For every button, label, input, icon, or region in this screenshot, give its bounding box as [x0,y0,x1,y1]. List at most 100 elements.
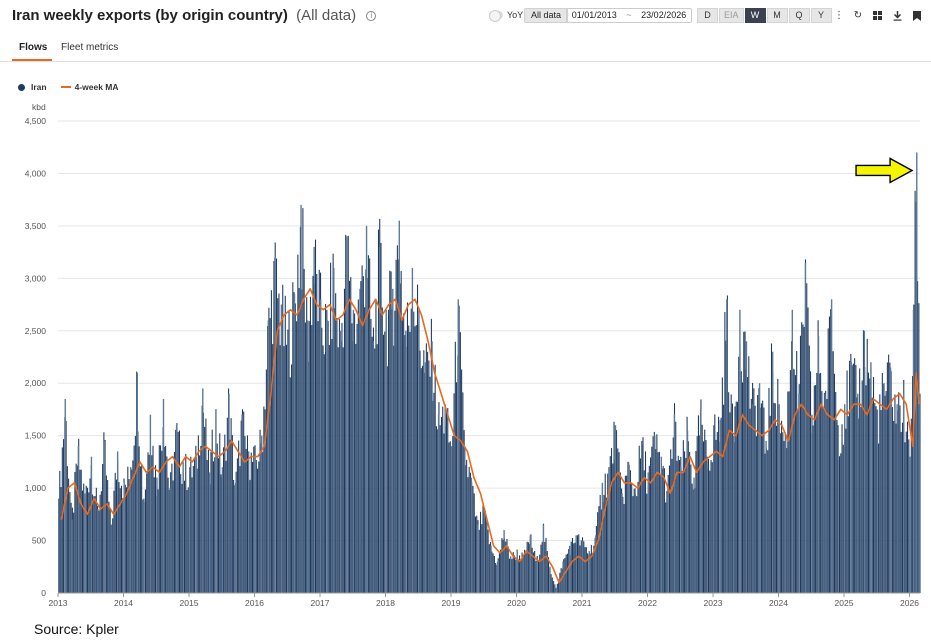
bar[interactable] [469,472,471,593]
bar[interactable] [88,492,90,593]
bar[interactable] [762,400,764,593]
bar[interactable] [779,433,781,593]
bar[interactable] [316,273,318,593]
bar[interactable] [422,365,424,593]
bar[interactable] [775,425,778,593]
bar[interactable] [690,464,692,593]
bar[interactable] [68,478,70,593]
bar[interactable] [452,435,454,593]
bar[interactable] [716,431,718,593]
bar[interactable] [89,478,91,593]
bar-spike[interactable] [745,341,748,593]
bar[interactable] [895,423,897,593]
bar[interactable] [730,394,732,593]
bar[interactable] [812,425,814,593]
bar[interactable] [190,456,192,593]
bar[interactable] [729,412,731,593]
bar[interactable] [216,443,218,593]
bar[interactable] [796,351,798,593]
bar[interactable] [643,470,645,593]
refresh-icon[interactable]: ↻ [853,10,863,21]
bar[interactable] [827,328,829,593]
bar[interactable] [360,281,362,593]
bar[interactable] [705,440,707,593]
bar-spike[interactable] [739,309,741,593]
bar[interactable] [802,324,804,593]
bar[interactable] [861,380,863,593]
bar[interactable] [593,545,595,593]
bar-spike[interactable] [902,393,905,593]
bar[interactable] [244,436,246,593]
bar-spike[interactable] [169,488,171,593]
bar[interactable] [303,268,305,593]
bar[interactable] [284,295,286,593]
bar[interactable] [633,488,635,593]
bar[interactable] [448,442,450,593]
bar[interactable] [847,416,849,593]
bar-spike[interactable] [758,383,761,593]
bar-spike[interactable] [595,535,597,593]
bar[interactable] [226,417,228,593]
bar[interactable] [95,487,97,593]
bar[interactable] [803,326,805,593]
bar-spike[interactable] [785,435,787,593]
bar[interactable] [512,552,514,593]
bar[interactable] [185,453,187,593]
bar[interactable] [787,391,789,593]
bar-spike[interactable] [149,414,152,593]
bar[interactable] [642,437,644,593]
bar-spike[interactable] [208,472,211,593]
bar-spike[interactable] [798,393,800,593]
bar[interactable] [500,549,502,593]
bar[interactable] [246,435,249,593]
bar[interactable] [491,551,493,593]
bar[interactable] [736,401,739,593]
bar[interactable] [94,495,96,593]
bar[interactable] [793,369,795,593]
bar[interactable] [86,487,89,593]
bar[interactable] [568,549,570,593]
bar[interactable] [810,371,812,593]
date-from[interactable]: 01/01/2013 [571,10,617,20]
bar[interactable] [789,370,791,593]
bar[interactable] [118,482,120,593]
date-to[interactable]: 23/02/2026 [641,10,687,20]
bar-spike[interactable] [58,498,60,593]
bar[interactable] [623,503,625,593]
bar[interactable] [597,512,599,593]
bar[interactable] [898,392,900,593]
bar[interactable] [869,378,871,593]
bar[interactable] [650,457,652,593]
bar[interactable] [238,440,240,593]
bar[interactable] [138,446,140,593]
bar[interactable] [851,365,853,593]
bar-spike[interactable] [189,467,191,593]
bar[interactable] [473,493,475,593]
bar[interactable] [760,403,762,593]
bar[interactable] [508,558,511,593]
bar[interactable] [263,406,265,593]
bar[interactable] [328,344,330,593]
bar-spike[interactable] [359,288,361,593]
bar[interactable] [687,441,689,593]
bar[interactable] [440,416,443,593]
bar[interactable] [154,465,157,593]
bar[interactable] [854,358,856,593]
bar[interactable] [715,439,717,593]
bar[interactable] [74,472,76,593]
bar[interactable] [434,364,436,593]
bar[interactable] [571,538,574,593]
bar[interactable] [462,392,464,593]
bar[interactable] [322,345,324,593]
bar-spike[interactable] [300,204,302,593]
bar[interactable] [100,491,102,593]
bar[interactable] [832,351,834,593]
bar-spike[interactable] [555,587,558,593]
bar[interactable] [132,460,134,593]
bar[interactable] [545,537,547,593]
bar[interactable] [212,461,215,593]
bar-spike[interactable] [110,524,112,593]
bar[interactable] [414,326,416,593]
bar[interactable] [347,235,349,594]
bar-spike[interactable] [529,535,532,593]
